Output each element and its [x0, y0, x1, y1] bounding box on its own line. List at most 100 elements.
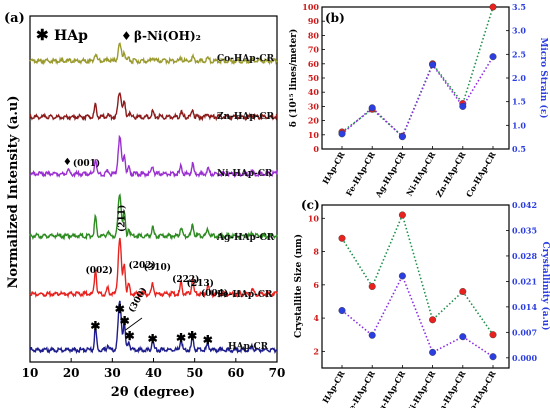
panel-label-a: (a): [4, 11, 25, 26]
right-tick-label: 0.007: [512, 327, 537, 337]
data-point: [489, 331, 497, 339]
left-tick-label: 20: [308, 116, 320, 126]
miller-index-label: (004): [201, 288, 228, 299]
hap-legend-label: HAp: [54, 28, 88, 44]
right-tick-label: 2.5: [512, 49, 526, 59]
category-label: Fe-HAp-CR: [344, 369, 378, 408]
series-line: [341, 212, 494, 336]
category-label: Zn-HAp-CR: [434, 369, 468, 408]
hap-legend-marker: ✱: [36, 26, 49, 44]
ni-peak-marker: ♦: [63, 157, 72, 168]
right-tick-label: 0.5: [512, 144, 526, 154]
xrd-curve: [29, 42, 278, 66]
data-point: [338, 130, 346, 138]
data-point: [459, 287, 467, 295]
xrd-x-tick-label: 30: [104, 366, 121, 380]
category-label: Ag-HAp-CR: [373, 150, 408, 200]
data-point: [398, 211, 406, 219]
panel-c-right-axis-label: Crystallinity (a.u): [540, 242, 550, 331]
panel-label-b: (b): [325, 11, 345, 25]
category-label: Co-HAp-CR: [464, 150, 498, 199]
left-tick-label: 8: [313, 247, 319, 257]
category-label: HAp-CR: [320, 369, 347, 405]
panel-b-right-axis-label: Micro Strain (ε): [538, 37, 549, 118]
data-point: [368, 283, 376, 291]
xrd-curve: [29, 237, 278, 299]
miller-index-label: (213): [187, 278, 214, 289]
miller-index-label: (002): [85, 265, 112, 276]
data-point: [459, 333, 467, 341]
data-point: [459, 102, 467, 110]
data-point: [429, 61, 437, 69]
right-tick-label: 2.0: [512, 73, 526, 83]
left-tick-label: 100: [302, 2, 319, 12]
xrd-x-tick-label: 70: [269, 366, 286, 380]
category-label: Ag-HAp-CR: [373, 369, 408, 408]
xrd-series-label: Ni-HAp-CR: [217, 169, 273, 179]
data-point: [368, 104, 376, 112]
panel-c-frame: [321, 204, 510, 369]
left-tick-label: 90: [308, 16, 320, 26]
xrd-y-axis-label: Normalized Intensity (a.u): [6, 95, 21, 288]
ni-peak-label: (001): [73, 158, 100, 169]
xrd-x-tick-label: 20: [63, 366, 80, 380]
ni-legend-label: β-Ni(OH)₂: [134, 29, 201, 43]
hap-peak-star: ✱: [115, 302, 125, 316]
peak-arrow: [125, 317, 143, 331]
xrd-x-tick-label: 50: [186, 366, 203, 380]
right-tick-label: 0.035: [512, 225, 537, 235]
panel-b-left-axis-label: δ (10¹⁵ lines/meter): [288, 29, 299, 128]
hap-peak-star: ✱: [125, 329, 135, 343]
category-label: Fe-HAp-CR: [344, 150, 378, 198]
right-tick-label: 1.0: [512, 120, 526, 130]
data-point: [489, 353, 497, 361]
xrd-x-axis-label: 2θ (degree): [111, 385, 195, 400]
xrd-x-axis: 10 20 30 40 50 60 70: [22, 358, 286, 380]
left-tick-label: 6: [313, 280, 319, 290]
miller-index-label: (211): [117, 205, 128, 232]
right-tick-label: 0.028: [512, 251, 537, 261]
xrd-x-tick-label: 10: [22, 366, 39, 380]
dislocation-strain-panel: (b) 0 10 20 30 40 50 60 70 80 90 100 0.5 1.0 1.5 2.0 2.…: [288, 2, 549, 200]
xrd-series-label: Co-HAp-CR: [217, 54, 275, 64]
hap-peak-star: ✱: [90, 319, 100, 333]
data-point: [489, 3, 497, 11]
left-tick-label: 30: [308, 101, 320, 111]
data-point: [429, 348, 437, 356]
data-point: [398, 133, 406, 141]
miller-index-label: (310): [144, 262, 171, 273]
ni-legend-marker: ♦: [121, 29, 132, 43]
xrd-legend: ✱ HAp ♦ β-Ni(OH)₂: [36, 26, 201, 44]
xrd-series-label: Fe-HAp-CR: [217, 290, 273, 300]
xrd-annotations: ♦ (001) (002) (211) (202)(310)(222)(213)(004…: [63, 157, 228, 347]
category-label: Co-HAp-CR: [464, 369, 498, 408]
panel-c-left-axis-label: Crystallite Size (nm): [293, 234, 304, 338]
hap-peak-star: ✱: [187, 329, 197, 343]
data-point: [398, 272, 406, 280]
xrd-curve: [29, 92, 278, 122]
left-tick-label: 2: [313, 346, 319, 356]
hap-peak-star: ✱: [176, 331, 186, 345]
right-tick-label: 3.0: [512, 26, 526, 36]
xrd-x-tick-label: 40: [145, 366, 162, 380]
category-label: Ni-HAp-CR: [404, 150, 438, 198]
data-point: [338, 307, 346, 315]
left-tick-label: 50: [308, 73, 320, 83]
xrd-x-tick-label: 60: [227, 366, 244, 380]
series-line: [341, 274, 494, 358]
category-label: Zn-HAp-CR: [434, 150, 468, 199]
left-tick-label: 80: [308, 30, 320, 40]
hap-peak-star: ✱: [203, 333, 213, 347]
category-label: HAp-CR: [320, 150, 347, 186]
left-tick-label: 10: [308, 130, 320, 140]
xrd-curve: [29, 193, 278, 241]
hap-peak-star: ✱: [120, 314, 130, 328]
xrd-plot-frame: [29, 15, 278, 363]
xrd-series-label: HAp-CR: [228, 342, 269, 352]
left-tick-label: 60: [308, 59, 320, 69]
data-point: [338, 234, 346, 242]
series-line: [341, 56, 494, 139]
left-tick-label: 70: [308, 45, 320, 55]
panel-b-plot: 0 10 20 30 40 50 60 70 80 90 100 0.5 1.0 1.5 2.0 2.5 3.0…: [302, 2, 526, 200]
